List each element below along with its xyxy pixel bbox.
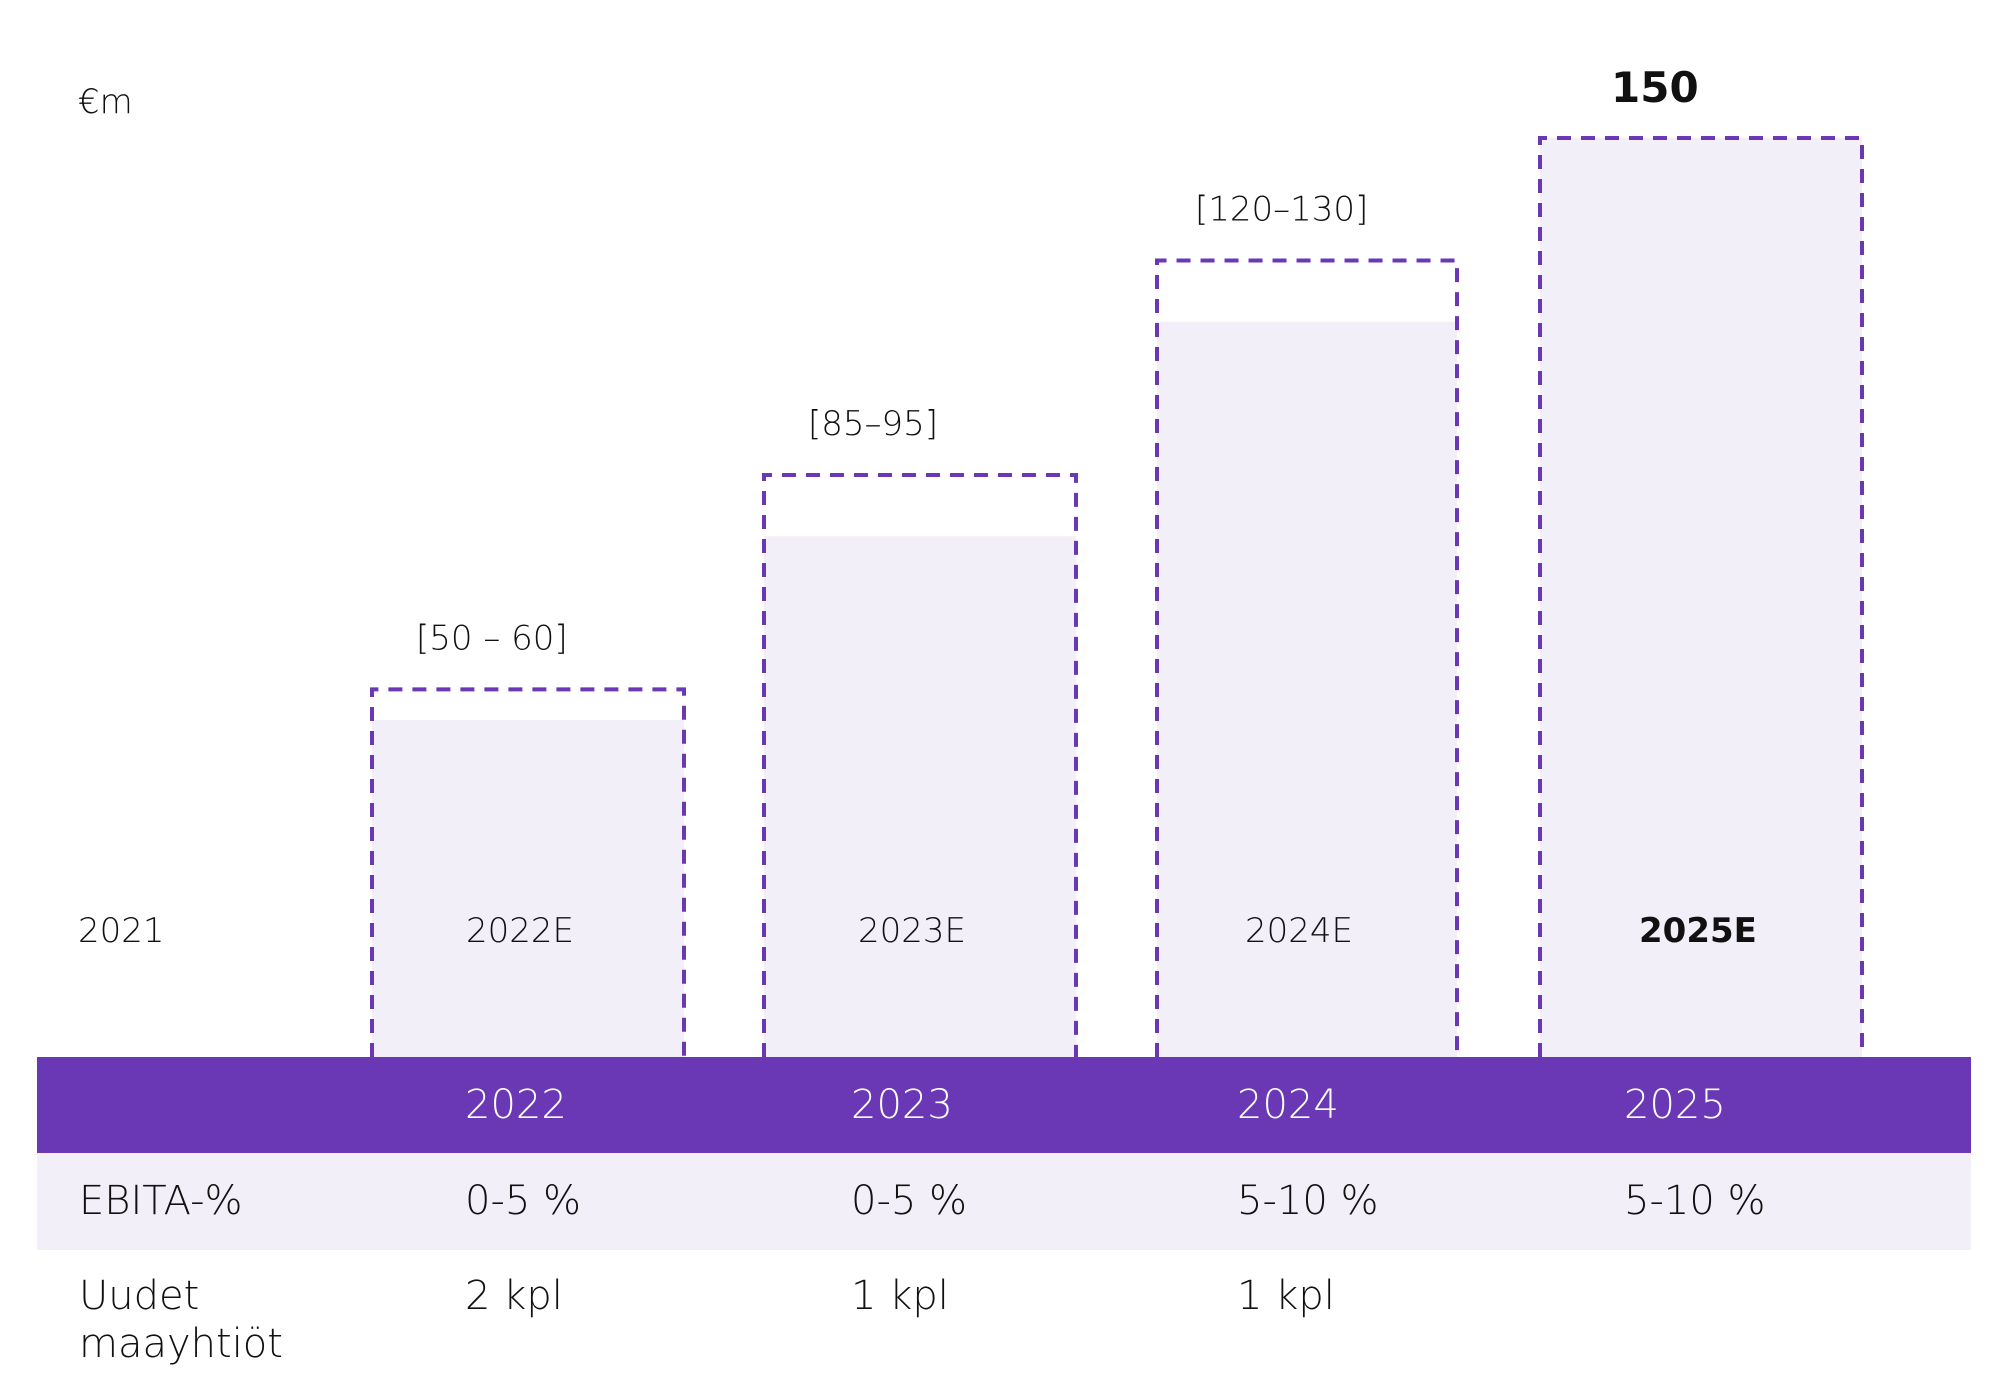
unit-label: €m [78, 82, 133, 122]
bar-chart: 2021 [50 – 60] 2022E [85–95] 2023E [120–130] 2… [78, 63, 1864, 1057]
x-tick-label-2021: 2021 [78, 911, 165, 951]
bar-fill-2022e [372, 720, 684, 1057]
table-row-ebita: EBITA-% 0-5 % 0-5 % 5-10 % 5-10 % [37, 1153, 1971, 1250]
ebita-cell-2022: 0-5 % [465, 1178, 582, 1224]
new-subsidiaries-cell-2023: 1 kpl [851, 1273, 949, 1319]
range-label-2024e: [120–130] [1195, 190, 1368, 230]
range-label-2023e: [85–95] [808, 404, 938, 444]
ebita-cell-2023: 0-5 % [851, 1178, 968, 1224]
x-tick-label-2023e: 2023E [858, 911, 966, 951]
bar-fill-2024e [1157, 321, 1457, 1057]
x-tick-label-2024e: 2024E [1245, 911, 1353, 951]
x-tick-label-2025e: 2025E [1639, 911, 1757, 951]
row-label-new-subsidiaries: Uudet maayhtiöt [79, 1273, 283, 1367]
new-subsidiaries-cell-2022: 2 kpl [465, 1273, 563, 1319]
bar-fill-2025e [1540, 138, 1862, 1057]
header-cell-2025: 2025 [1624, 1082, 1726, 1128]
ebita-cell-2025: 5-10 % [1624, 1178, 1766, 1224]
header-cell-2023: 2023 [851, 1082, 953, 1128]
range-label-2025e: 150 [1611, 63, 1699, 112]
header-cell-2022: 2022 [465, 1082, 567, 1128]
ebita-cell-2024: 5-10 % [1237, 1178, 1379, 1224]
table-header-row: 2022 2023 2024 2025 [37, 1057, 1971, 1153]
table-row-new-subsidiaries: Uudet maayhtiöt 2 kpl 1 kpl 1 kpl [37, 1250, 1971, 1380]
bar-range-outline-2024e [1155, 258, 1459, 1057]
row-label-ebita: EBITA-% [79, 1178, 243, 1224]
bar-range-outline-2025e [1538, 136, 1864, 1057]
header-cell-2024: 2024 [1237, 1082, 1339, 1128]
range-label-2022e: [50 – 60] [416, 618, 568, 658]
x-tick-label-2022e: 2022E [466, 911, 574, 951]
new-subsidiaries-cell-2024: 1 kpl [1237, 1273, 1335, 1319]
bar-fill-2023e [764, 536, 1076, 1057]
bar-range-outline-2023e [762, 472, 1078, 1057]
